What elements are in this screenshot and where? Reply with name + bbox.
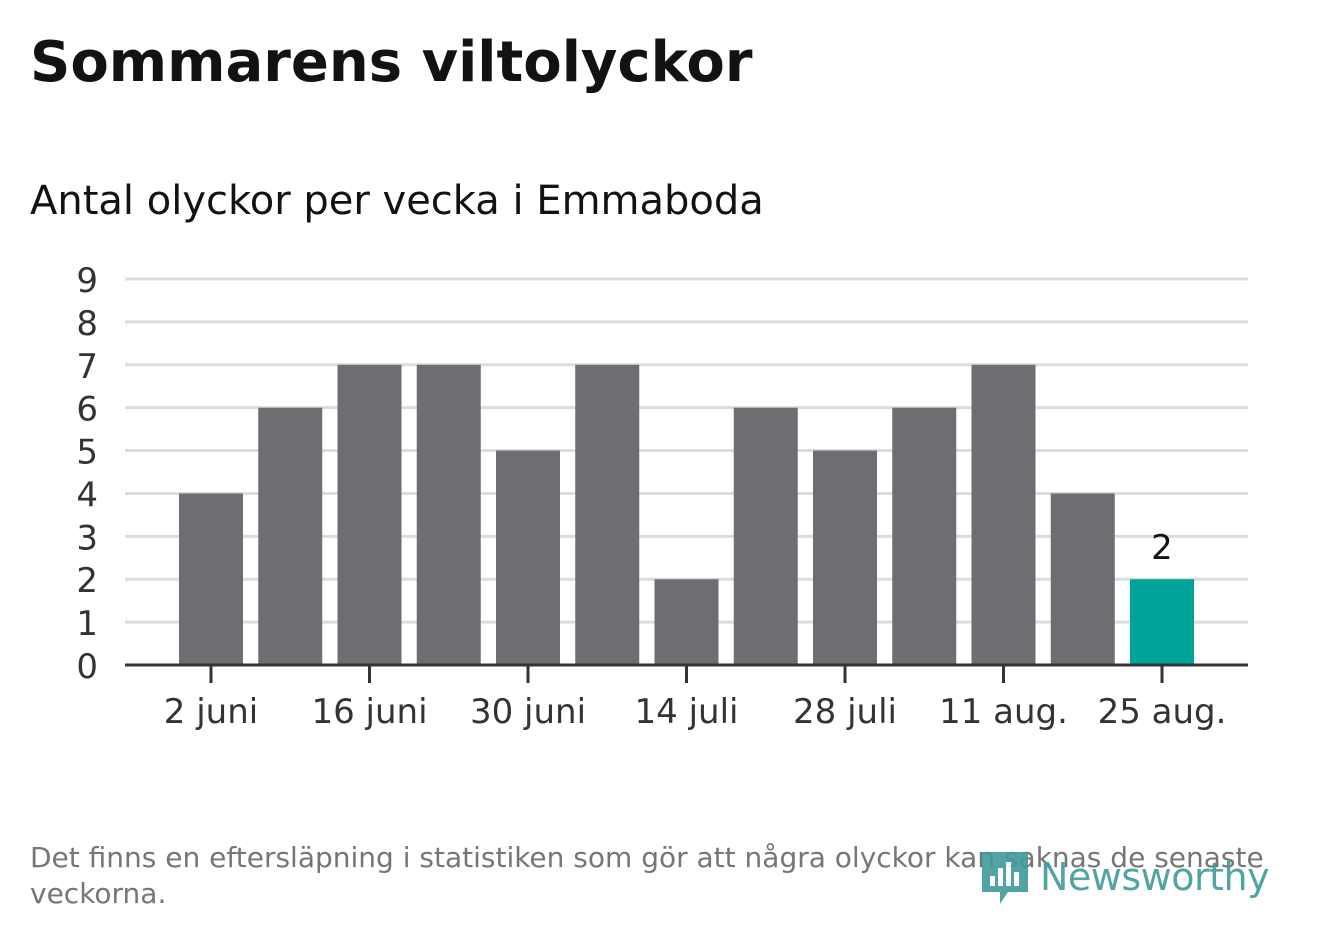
bar-5 (496, 450, 560, 665)
newsworthy-logo: Newsworthy (980, 848, 1270, 906)
y-tick-label: 3 (76, 518, 98, 558)
bar-9 (813, 450, 877, 665)
y-tick-label: 1 (76, 604, 98, 644)
x-tick-label: 2 juni (164, 692, 258, 732)
y-tick-label: 2 (76, 561, 98, 601)
bar-7 (654, 579, 719, 665)
chart-subtitle: Antal olyckor per vecka i Emmaboda (30, 178, 764, 224)
x-tick-label: 11 aug. (939, 692, 1068, 732)
newsworthy-logo-text: Newsworthy (1040, 855, 1270, 899)
newsworthy-logo-icon (982, 852, 1028, 904)
bar-4 (416, 364, 481, 665)
bar-6 (575, 364, 640, 665)
y-tick-label: 4 (76, 475, 98, 515)
bar-1 (179, 493, 243, 665)
bar-10 (892, 407, 957, 665)
bar-12 (1050, 493, 1115, 665)
bar-3 (337, 364, 402, 665)
x-tick-label: 30 juni (470, 692, 586, 732)
bar-13 (1130, 579, 1194, 665)
y-tick-label: 8 (76, 304, 98, 344)
bar-2 (258, 407, 323, 665)
data-label: 2 (1151, 528, 1173, 568)
y-tick-label: 9 (76, 261, 98, 301)
y-tick-label: 6 (76, 390, 98, 430)
y-tick-label: 0 (76, 647, 98, 687)
x-tick-label: 28 juli (793, 692, 897, 732)
y-tick-label: 5 (76, 433, 98, 473)
bar-8 (733, 407, 798, 665)
footnote: Det finns en eftersläpning i statistiken… (30, 841, 1264, 910)
x-tick-label: 25 aug. (1098, 692, 1227, 732)
y-tick-label: 7 (76, 347, 98, 387)
x-tick-label: 14 juli (635, 692, 739, 732)
x-tick-label: 16 juni (311, 692, 427, 732)
bar-11 (971, 364, 1036, 665)
chart-title: Sommarens viltolyckor (30, 30, 753, 95)
